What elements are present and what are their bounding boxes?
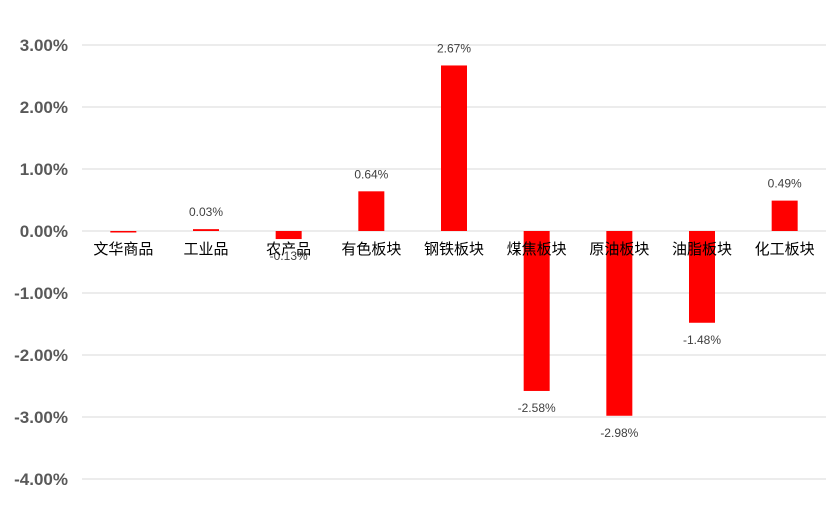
category-label: 油脂板块	[672, 240, 732, 258]
y-tick-label: 2.00%	[20, 98, 68, 117]
bar	[523, 231, 550, 391]
y-tick-label: -3.00%	[14, 408, 68, 427]
category-label: 化工板块	[755, 240, 815, 258]
category-label: 原油板块	[589, 240, 649, 258]
bar	[110, 231, 137, 233]
y-axis: 3.00% 2.00% 1.00% 0.00% -1.00% -2.00% -3.00% -4…	[14, 36, 68, 489]
bars	[110, 65, 798, 416]
bar	[441, 65, 467, 232]
bar	[193, 229, 219, 231]
data-label: -2.98%	[600, 426, 638, 440]
category-label: 文华商品	[93, 240, 153, 258]
x-axis-categories: 文华商品 工业品 农产品 有色板块 钢铁板块 煤焦板块 原油板块 油脂板块 化工板块	[93, 240, 814, 258]
category-label: 有色板块	[341, 240, 401, 258]
bar	[771, 200, 798, 231]
y-tick-label: -1.00%	[14, 284, 68, 303]
data-label: -0.13%	[270, 249, 308, 263]
bar	[689, 231, 715, 323]
data-label: 0.49%	[768, 177, 802, 191]
category-label: 钢铁板块	[424, 240, 484, 258]
bar	[358, 191, 385, 231]
y-tick-label: -4.00%	[14, 470, 68, 489]
data-label: -2.58%	[518, 401, 556, 415]
data-labels: 0.03% -0.13% 0.64% 2.67% -2.58% -2.98% -1.48% 0…	[189, 41, 802, 439]
category-label: 煤焦板块	[507, 240, 567, 258]
y-tick-label: 1.00%	[20, 160, 68, 179]
data-label: 0.03%	[189, 205, 223, 219]
data-label: -1.48%	[683, 333, 721, 347]
category-label: 农产品	[266, 240, 311, 258]
y-tick-label: -2.00%	[14, 346, 68, 365]
y-tick-label: 3.00%	[20, 36, 68, 55]
data-label: 2.67%	[437, 41, 471, 55]
bar	[275, 231, 302, 240]
category-label: 工业品	[183, 240, 228, 258]
y-tick-label: 0.00%	[20, 222, 68, 241]
data-label: 0.64%	[354, 167, 388, 181]
bar	[606, 231, 633, 416]
